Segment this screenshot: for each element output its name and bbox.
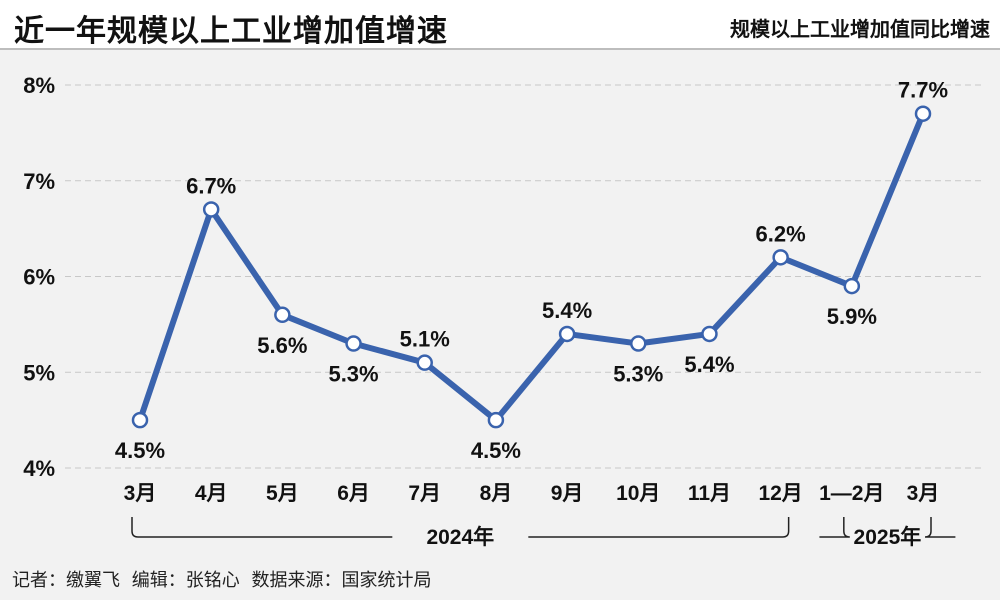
x-tick-label: 10月 — [616, 482, 660, 505]
data-point — [274, 306, 291, 324]
year-bracket — [131, 517, 790, 538]
x-tick-label: 4月 — [195, 482, 228, 505]
y-tick-label: 7% — [23, 169, 55, 194]
data-point — [558, 325, 576, 343]
data-label: 5.6% — [257, 333, 307, 358]
data-label: 6.2% — [756, 221, 806, 246]
data-label: 5.4% — [684, 352, 734, 377]
data-label: 5.3% — [613, 362, 663, 387]
x-tick-label: 12月 — [758, 482, 802, 505]
x-tick-label: 8月 — [480, 482, 513, 505]
chart-subtitle: 规模以上工业增加值同比增速 — [730, 17, 990, 41]
data-point — [772, 249, 789, 266]
year-group-label: 2025年 — [854, 525, 922, 549]
x-tick-label: 7月 — [408, 482, 441, 505]
data-label: 5.3% — [328, 362, 378, 387]
data-label: 6.7% — [186, 173, 236, 198]
y-tick-label: 5% — [23, 360, 55, 385]
data-label: 4.5% — [471, 438, 521, 463]
data-point — [701, 325, 718, 343]
data-point — [630, 335, 647, 352]
x-tick-label: 1—2月 — [819, 482, 884, 505]
x-tick-label: 3月 — [907, 482, 940, 505]
data-point — [131, 411, 149, 429]
x-tick-label: 3月 — [124, 482, 157, 505]
y-tick-label: 6% — [23, 265, 55, 290]
series-line — [137, 110, 926, 424]
reporter-credit: 记者：缴翼飞 — [12, 570, 120, 591]
data-label: 5.1% — [400, 327, 450, 352]
data-label: 5.4% — [542, 298, 592, 323]
data-point — [843, 277, 861, 295]
x-tick-label: 5月 — [266, 482, 299, 505]
data-label: 7.7% — [898, 78, 948, 103]
source-credit: 数据来源：国家统计局 — [251, 570, 432, 591]
x-tick-label: 11月 — [688, 482, 731, 505]
data-label: 5.9% — [827, 304, 877, 329]
year-group-label: 2024年 — [426, 525, 494, 549]
year-bracket — [819, 517, 956, 538]
header-divider — [0, 48, 1000, 50]
footer-credits: 记者：缴翼飞 编辑：张铭心 数据来源：国家统计局 — [12, 566, 437, 592]
editor-credit: 编辑：张铭心 — [131, 570, 240, 591]
data-point — [202, 201, 220, 218]
data-label: 4.5% — [115, 438, 165, 463]
data-point — [487, 411, 505, 429]
data-point — [345, 335, 362, 352]
y-tick-label: 8% — [23, 73, 55, 98]
chart-title: 近一年规模以上工业增加值增速 — [14, 14, 448, 49]
y-tick-label: 4% — [23, 456, 55, 481]
x-tick-label: 9月 — [551, 482, 584, 505]
data-point — [416, 354, 433, 371]
data-point — [914, 105, 932, 122]
x-tick-label: 6月 — [337, 482, 370, 505]
header: 近一年规模以上工业增加值增速 规模以上工业增加值同比增速 — [0, 0, 1000, 49]
